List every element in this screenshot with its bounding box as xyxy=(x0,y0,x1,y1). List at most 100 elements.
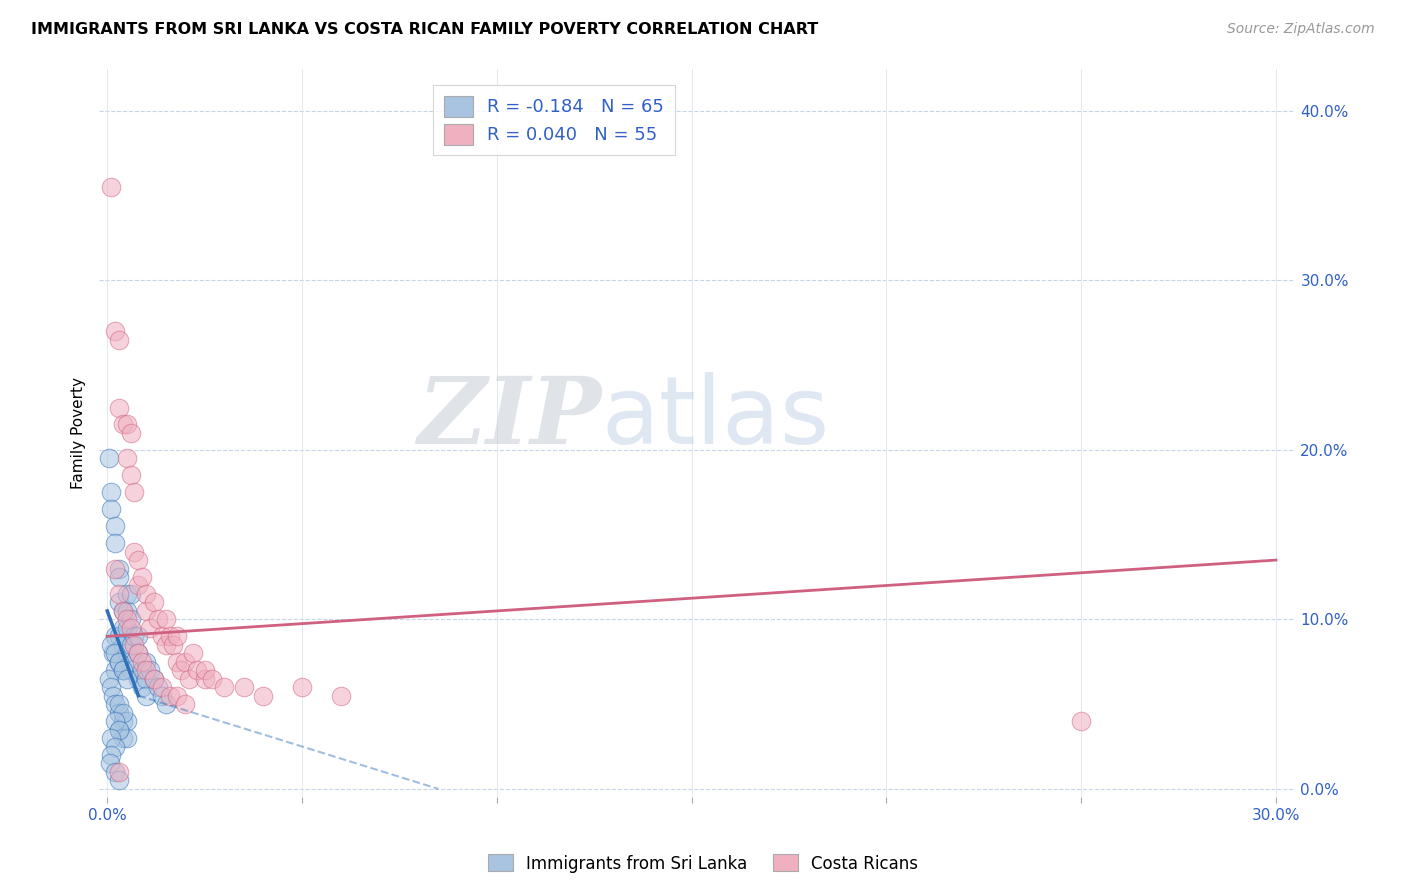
Point xyxy=(131,663,153,677)
Point xyxy=(291,680,314,694)
Point xyxy=(115,612,138,626)
Point xyxy=(131,570,153,584)
Point xyxy=(98,451,121,466)
Point xyxy=(115,604,138,618)
Point xyxy=(115,417,138,432)
Point xyxy=(150,629,173,643)
Point xyxy=(146,612,169,626)
Point xyxy=(159,689,181,703)
Point xyxy=(135,604,157,618)
Point xyxy=(100,731,122,745)
Point xyxy=(111,621,134,635)
Point xyxy=(111,706,134,720)
Point xyxy=(127,646,149,660)
Point xyxy=(135,655,157,669)
Point xyxy=(124,544,146,558)
Point xyxy=(104,519,127,533)
Point xyxy=(108,561,131,575)
Point xyxy=(104,697,127,711)
Point xyxy=(108,595,131,609)
Legend: R = -0.184   N = 65, R = 0.040   N = 55: R = -0.184 N = 65, R = 0.040 N = 55 xyxy=(433,85,675,155)
Legend: Immigrants from Sri Lanka, Costa Ricans: Immigrants from Sri Lanka, Costa Ricans xyxy=(481,847,925,880)
Point xyxy=(120,663,142,677)
Point xyxy=(131,655,153,669)
Point xyxy=(124,638,146,652)
Point xyxy=(101,689,124,703)
Point xyxy=(135,672,157,686)
Point xyxy=(108,723,131,737)
Point xyxy=(115,731,138,745)
Point xyxy=(166,689,188,703)
Point xyxy=(104,764,127,779)
Point xyxy=(120,425,142,440)
Point xyxy=(108,773,131,788)
Point xyxy=(115,587,138,601)
Point xyxy=(155,612,177,626)
Point xyxy=(135,663,157,677)
Point xyxy=(143,595,166,609)
Point xyxy=(104,739,127,754)
Point xyxy=(194,663,217,677)
Point xyxy=(131,680,153,694)
Point xyxy=(111,663,134,677)
Point xyxy=(150,680,173,694)
Point xyxy=(186,663,208,677)
Point xyxy=(104,646,127,660)
Point xyxy=(252,689,274,703)
Point xyxy=(127,578,149,592)
Point xyxy=(181,646,204,660)
Point xyxy=(124,655,146,669)
Point xyxy=(108,655,131,669)
Point xyxy=(100,485,122,500)
Point xyxy=(115,714,138,728)
Point xyxy=(124,629,146,643)
Point xyxy=(166,629,188,643)
Point xyxy=(108,401,131,415)
Point xyxy=(135,689,157,703)
Point xyxy=(104,714,127,728)
Point xyxy=(139,621,162,635)
Point xyxy=(111,604,134,618)
Point xyxy=(108,697,131,711)
Point xyxy=(108,723,131,737)
Point xyxy=(143,672,166,686)
Point xyxy=(143,672,166,686)
Point xyxy=(115,451,138,466)
Point xyxy=(127,672,149,686)
Point xyxy=(159,629,181,643)
Point xyxy=(1070,714,1092,728)
Point xyxy=(104,536,127,550)
Point xyxy=(108,570,131,584)
Point xyxy=(98,672,121,686)
Point xyxy=(170,663,193,677)
Point xyxy=(104,561,127,575)
Point xyxy=(155,697,177,711)
Point xyxy=(98,756,121,771)
Point xyxy=(150,689,173,703)
Point xyxy=(108,764,131,779)
Text: Source: ZipAtlas.com: Source: ZipAtlas.com xyxy=(1227,22,1375,37)
Point xyxy=(120,621,142,635)
Text: ZIP: ZIP xyxy=(418,374,602,463)
Point xyxy=(194,672,217,686)
Point xyxy=(201,672,224,686)
Point xyxy=(115,646,138,660)
Point xyxy=(100,680,122,694)
Point xyxy=(115,672,138,686)
Point xyxy=(101,646,124,660)
Point xyxy=(111,663,134,677)
Point xyxy=(108,706,131,720)
Point xyxy=(155,638,177,652)
Point xyxy=(111,714,134,728)
Point xyxy=(111,731,134,745)
Point xyxy=(100,180,122,194)
Point xyxy=(330,689,353,703)
Point xyxy=(100,638,122,652)
Point xyxy=(111,604,134,618)
Point xyxy=(120,468,142,483)
Point xyxy=(146,680,169,694)
Y-axis label: Family Poverty: Family Poverty xyxy=(72,377,86,489)
Point xyxy=(100,747,122,762)
Point xyxy=(108,587,131,601)
Point xyxy=(127,553,149,567)
